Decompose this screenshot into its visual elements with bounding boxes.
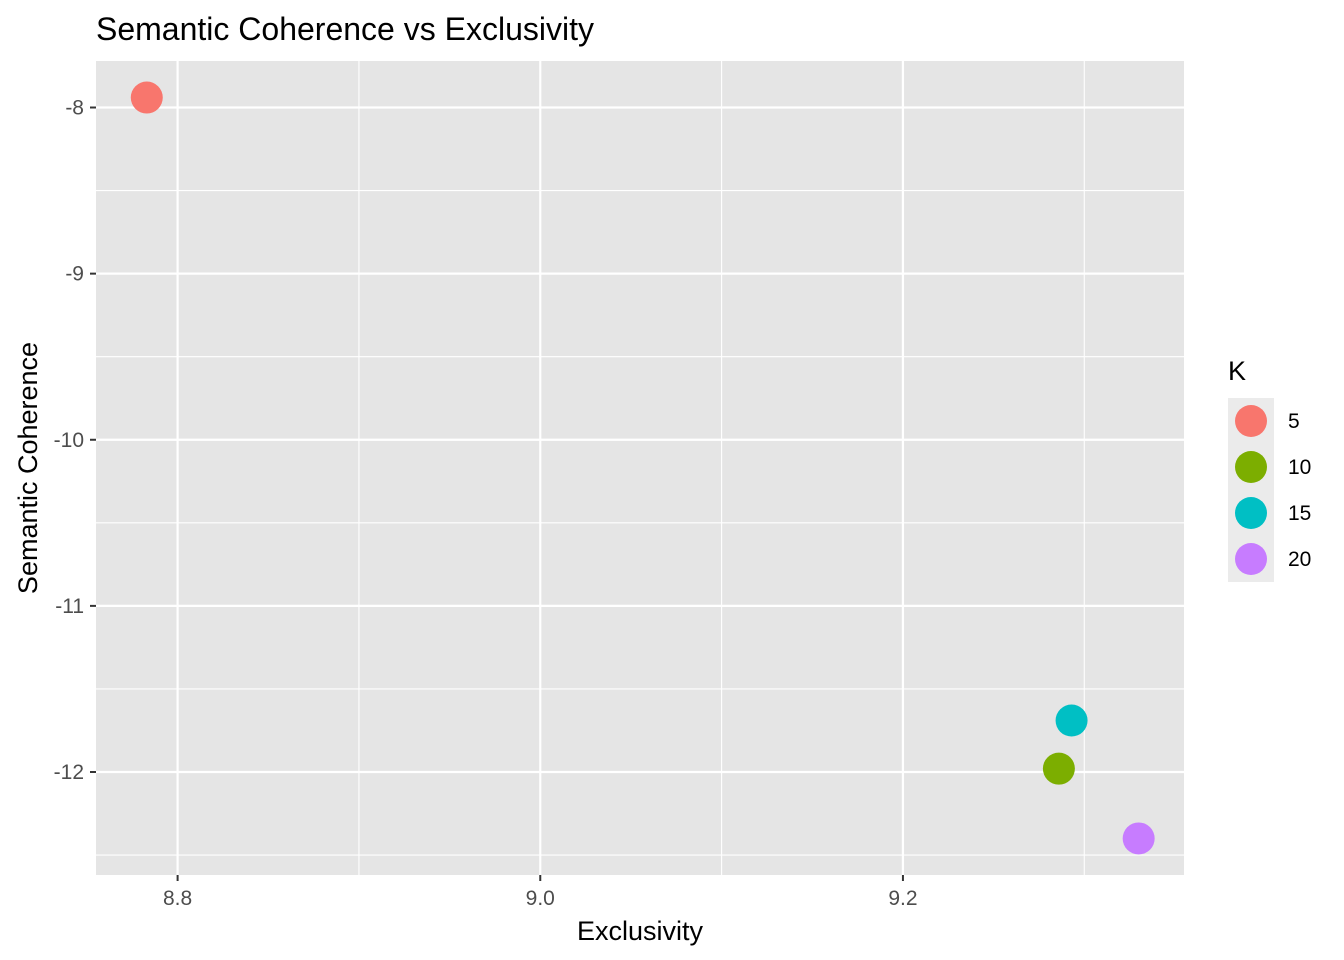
chart-title: Semantic Coherence vs Exclusivity [96, 11, 594, 47]
plot-panel [96, 61, 1184, 875]
data-point-k-20 [1122, 822, 1155, 855]
data-point-k-15 [1055, 704, 1088, 737]
legend-label-k-20: 20 [1288, 548, 1311, 571]
legend: K 5 10 15 20 [1228, 356, 1311, 582]
data-points [130, 81, 1155, 855]
y-tick-label: -10 [54, 429, 84, 452]
legend-label-k-5: 5 [1288, 410, 1300, 433]
y-axis-ticks: -8 -9 -10 -11 -12 [54, 97, 96, 784]
x-tick-label: 8.8 [163, 887, 192, 910]
x-axis-title: Exclusivity [577, 916, 704, 946]
data-point-k-10 [1042, 752, 1075, 785]
y-tick-label: -8 [65, 97, 84, 120]
y-tick-label: -11 [55, 595, 84, 618]
legend-swatch-k-10 [1235, 451, 1267, 483]
legend-swatch-k-5 [1235, 405, 1267, 437]
legend-swatch-k-20 [1235, 543, 1267, 575]
x-axis-ticks: 8.8 9.0 9.2 [163, 875, 918, 910]
minor-gridlines [96, 61, 1184, 875]
data-point-k-5 [130, 81, 163, 114]
x-tick-label: 9.0 [526, 887, 555, 910]
x-tick-label: 9.2 [888, 887, 917, 910]
y-tick-label: -12 [54, 761, 84, 784]
legend-entries: 5 10 15 20 [1228, 398, 1311, 582]
legend-label-k-15: 15 [1288, 502, 1311, 525]
major-gridlines [96, 61, 1184, 875]
legend-swatch-k-15 [1235, 497, 1267, 529]
y-tick-label: -9 [65, 263, 84, 286]
y-axis-title: Semantic Coherence [13, 342, 43, 594]
legend-title: K [1228, 356, 1246, 386]
legend-label-k-10: 10 [1288, 456, 1311, 479]
